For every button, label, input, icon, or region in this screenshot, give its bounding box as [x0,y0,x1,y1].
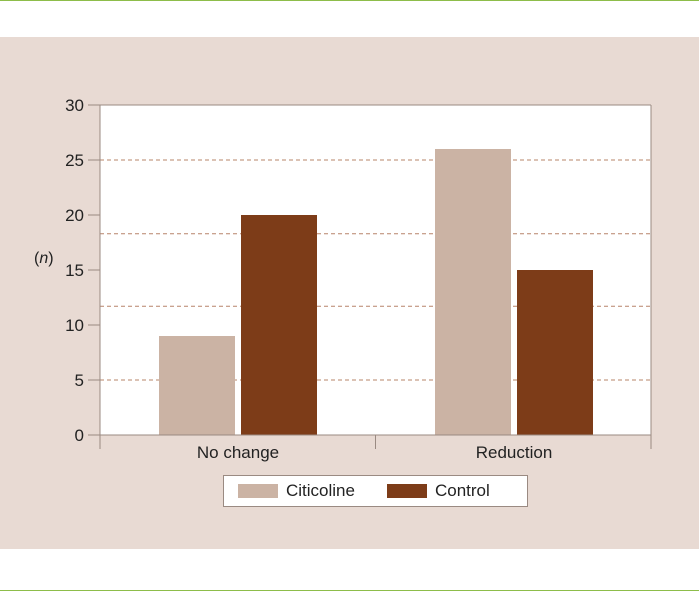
legend: Citicoline Control [223,475,528,507]
y-tick-label-6: 30 [65,96,84,115]
legend-swatch-citicoline [238,484,278,498]
y-axis-label-open: ( [34,250,40,267]
bar-control-1 [517,270,593,435]
y-tick-label-5: 25 [65,151,84,170]
y-tick-label-3: 15 [65,261,84,280]
y-axis-label-n: n [39,250,48,267]
legend-label-citicoline: Citicoline [286,481,355,500]
legend-swatch-control [386,484,427,498]
y-tick-label-4: 20 [65,206,84,225]
y-tick-labels: 0 5 10 15 20 25 30 [65,96,84,445]
x-category-label-0: No change [197,443,279,462]
top-rule [0,0,699,1]
y-tick-label-2: 10 [65,316,84,335]
legend-item-control: Control [386,481,490,501]
legend-item-citicoline: Citicoline [238,481,355,501]
bars [159,149,593,435]
y-axis-label: (n) [34,250,54,267]
chart-panel: 0 5 10 15 20 25 30 No change Reduction (n) [0,37,699,549]
y-tick-label-0: 0 [75,426,84,445]
legend-label-control: Control [434,481,490,500]
bar-citicoline-1 [435,149,511,435]
y-axis-label-close: ) [48,250,53,267]
bar-citicoline-0 [159,336,235,435]
x-category-label-1: Reduction [476,443,553,462]
bar-control-0 [241,215,317,435]
y-tick-label-1: 5 [75,371,84,390]
bar-chart: 0 5 10 15 20 25 30 No change Reduction (n) [34,96,652,462]
axes [88,104,652,449]
x-category-labels: No change Reduction [197,443,552,462]
